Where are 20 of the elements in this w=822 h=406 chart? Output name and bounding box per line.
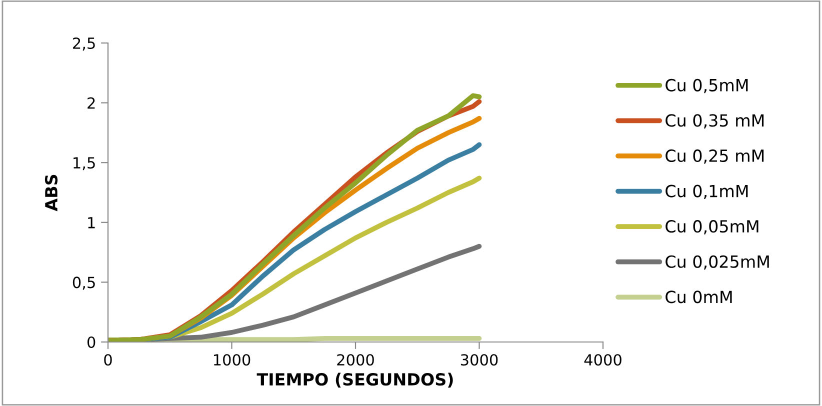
legend-label: Cu 0,025mM: [666, 255, 769, 270]
y-axis-title: ABS: [44, 174, 58, 212]
y-tick-label: 2: [88, 97, 95, 109]
x-tick-label: 2000: [337, 354, 374, 366]
y-tick-label: 0: [87, 336, 96, 348]
y-tick-label: 1: [88, 217, 95, 228]
y-tick-label: 0,5: [72, 276, 95, 290]
y-tick-label: 2,5: [73, 37, 95, 51]
x-tick-label: 3000: [460, 354, 498, 366]
legend-label: Cu 0,5mM: [666, 78, 748, 94]
legend-label: Cu 0,35 mM: [666, 114, 764, 128]
legend-label: Cu 0,25 mM: [666, 149, 764, 164]
x-tick-label: 4000: [584, 354, 622, 366]
legend-label: Cu 0,1mM: [666, 184, 748, 200]
x-axis-title: TIEMPO (SEGUNDOS): [256, 372, 453, 388]
legend-label: Cu 0mM: [666, 290, 732, 304]
x-tick-label: 1000: [214, 354, 250, 366]
y-tick-label: 1,5: [74, 157, 95, 170]
legend-label: Cu 0,05mM: [666, 220, 758, 234]
x-tick-label: 0: [104, 354, 112, 366]
